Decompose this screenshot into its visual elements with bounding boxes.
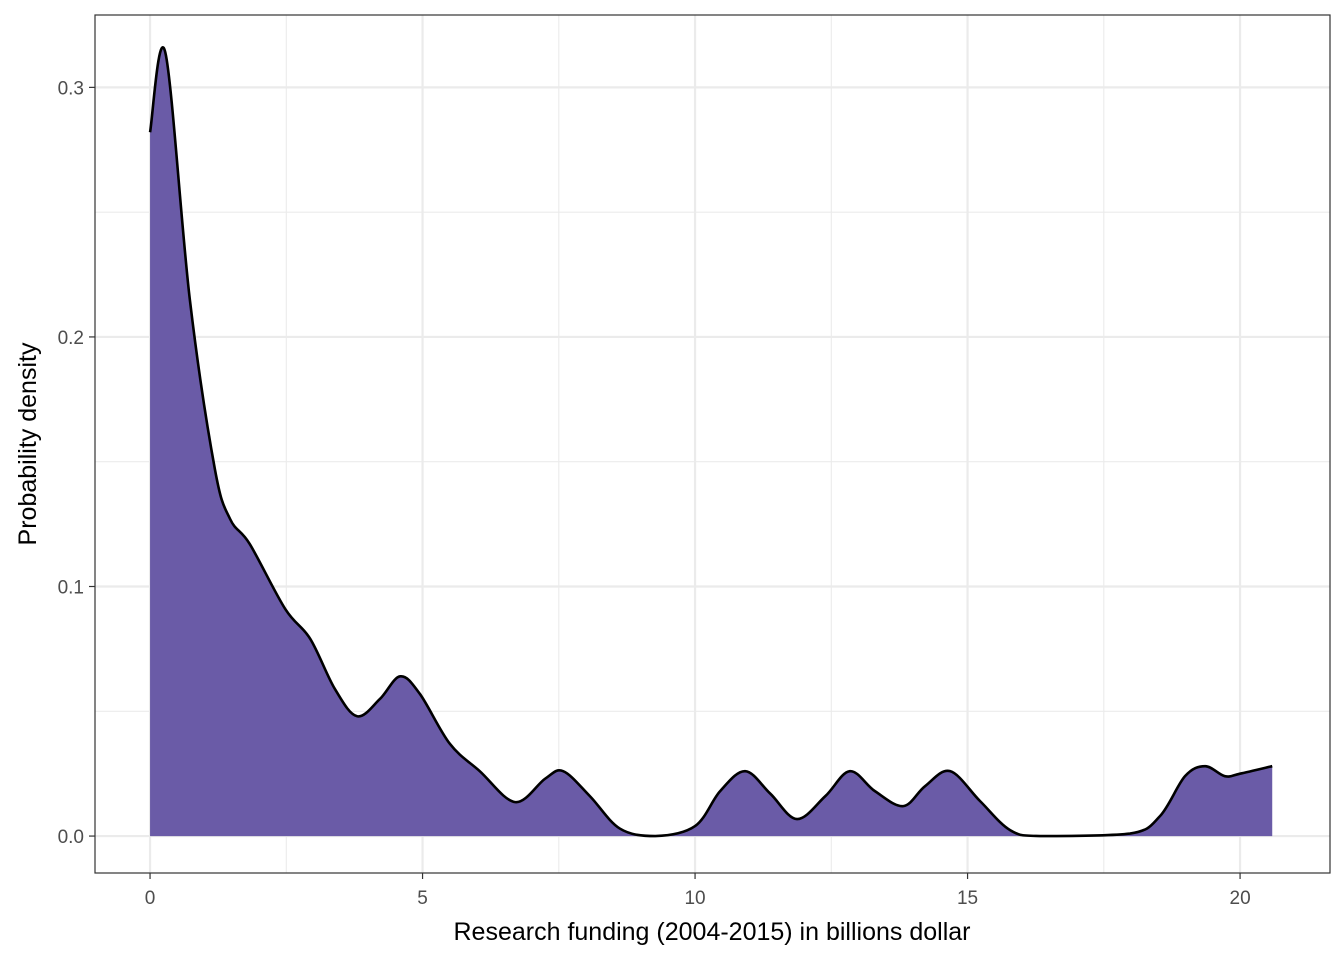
y-tick-label: 0.2 xyxy=(58,328,84,349)
x-axis-label: Research funding (2004-2015) in billions… xyxy=(454,918,971,946)
x-tick-label: 10 xyxy=(684,888,705,909)
ticks: 0 5 10 15 20 0.0 0.1 0.2 0.3 xyxy=(58,78,1251,909)
density-area xyxy=(150,47,1273,837)
x-tick-label: 5 xyxy=(417,888,428,909)
y-tick-label: 0.0 xyxy=(58,827,84,848)
x-tick-label: 15 xyxy=(957,888,978,909)
y-axis-label: Probability density xyxy=(14,342,42,545)
density-line xyxy=(148,46,1273,838)
y-tick-label: 0.3 xyxy=(58,78,84,99)
x-tick-label: 0 xyxy=(145,888,156,909)
x-tick-label: 20 xyxy=(1230,888,1251,909)
panel-border xyxy=(94,14,1331,874)
y-tick-label: 0.1 xyxy=(58,578,84,599)
